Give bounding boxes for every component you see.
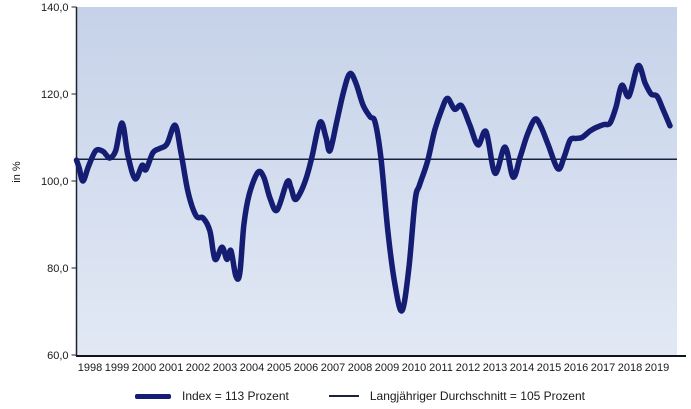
x-tick-label: 2005 [267, 362, 291, 374]
x-tick-label: 2010 [402, 362, 426, 374]
average-line-swatch [328, 395, 359, 397]
x-tick-label: 2004 [240, 362, 264, 374]
legend-item-index: Index = 113 Prozent [135, 389, 289, 403]
x-tick-label: 2014 [510, 362, 534, 374]
x-tick-label: 2000 [132, 362, 156, 374]
y-tick-label: 140,0 [41, 2, 69, 14]
y-tick-label: 60,0 [47, 350, 68, 362]
chart-legend: Index = 113 Prozent Langjähriger Durchsc… [135, 386, 585, 406]
x-tick-label: 2002 [186, 362, 210, 374]
y-tick-label: 80,0 [47, 263, 68, 275]
x-tick-label: 2015 [537, 362, 561, 374]
x-tick-label: 1998 [78, 362, 102, 374]
y-axis-title: in % [11, 161, 23, 183]
x-tick-label: 2003 [213, 362, 237, 374]
x-tick-label: 2013 [483, 362, 507, 374]
legend-label-average: Langjähriger Durchschnitt = 105 Prozent [369, 389, 585, 403]
legend-label-index: Index = 113 Prozent [182, 389, 289, 403]
plot-area [76, 7, 677, 356]
x-tick-label: 2017 [591, 362, 615, 374]
x-tick-label: 1999 [105, 362, 129, 374]
y-tick-label: 120,0 [41, 89, 69, 101]
x-tick-label: 2001 [159, 362, 183, 374]
x-tick-label: 2012 [456, 362, 480, 374]
legend-item-average: Langjähriger Durchschnitt = 105 Prozent [328, 389, 585, 403]
x-tick-label: 2008 [348, 362, 372, 374]
y-tick-label: 100,0 [41, 176, 69, 188]
x-tick-label: 2009 [375, 362, 399, 374]
x-tick-label: 2016 [564, 362, 588, 374]
x-tick-label: 2018 [618, 362, 642, 374]
index-line-swatch [135, 393, 171, 399]
x-tick-label: 2011 [429, 362, 453, 374]
x-tick-label: 2007 [321, 362, 345, 374]
index-line [73, 62, 673, 314]
x-tick-label: 2019 [645, 362, 669, 374]
x-tick-label: 2006 [294, 362, 318, 374]
